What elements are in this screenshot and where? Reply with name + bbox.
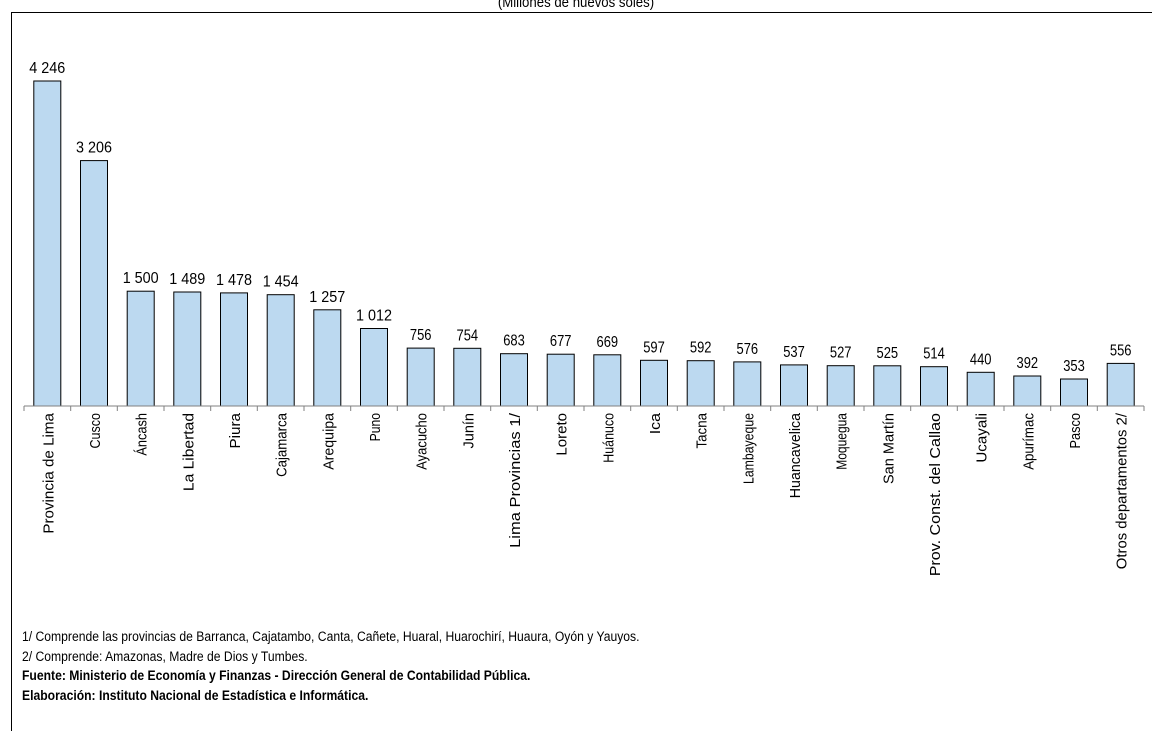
bar-chart: 4 246 Provincia de Lima 3 206 Cusco 1 500 Ánc… (23, 60, 1145, 576)
category-tick-label: Tacna (694, 412, 711, 448)
bar (826, 365, 855, 407)
bar (173, 291, 202, 407)
category-tick-label: Loreto (554, 413, 571, 456)
bar (546, 353, 575, 407)
bar (1060, 378, 1088, 407)
category-tick-label: Piura (227, 412, 244, 448)
category-tick-label: Provincia de Lima (40, 412, 57, 533)
data-label: 756 (410, 327, 432, 344)
data-label: 1 012 (356, 308, 392, 325)
data-label: 677 (550, 333, 572, 350)
bar (1106, 362, 1135, 407)
bar (453, 347, 482, 407)
data-label: 669 (597, 334, 619, 351)
category-tick-label: Ayacucho (414, 413, 431, 470)
bar (1013, 375, 1042, 407)
note-1: 1/ Comprende las provincias de Barranca,… (22, 629, 640, 644)
bar (80, 160, 108, 407)
bar (220, 292, 248, 407)
category-tick-label: Apurímac (1020, 413, 1037, 470)
category-tick-label: Otros departamentos 2/ (1114, 412, 1131, 569)
bar (966, 371, 995, 407)
chart-frame (11, 12, 1152, 731)
source-note: Fuente: Ministerio de Economía y Finanza… (22, 668, 531, 683)
category-tick-label: Arequipa (320, 412, 337, 469)
data-label: 556 (1110, 342, 1132, 359)
bar (733, 361, 762, 407)
bar (780, 364, 808, 407)
category-tick-label: Ica (647, 412, 664, 434)
data-label: 576 (737, 341, 759, 358)
bar (360, 328, 388, 407)
bar (313, 309, 342, 407)
note-2: 2/ Comprende: Amazonas, Madre de Dios y … (22, 648, 308, 664)
data-label: 1 454 (263, 274, 299, 291)
bar (266, 294, 295, 407)
elaboration-note: Elaboración: Instituto Nacional de Estad… (22, 687, 369, 703)
data-label: 1 257 (309, 289, 345, 306)
category-tick-label: Junín (460, 413, 477, 449)
category-tick-label: Huancavelica (787, 412, 804, 498)
data-label: 683 (503, 333, 525, 350)
data-label: 527 (830, 345, 852, 362)
bar (126, 290, 155, 407)
bar (500, 353, 528, 407)
data-label: 392 (1017, 355, 1039, 372)
category-tick-label: Áncash (134, 413, 151, 456)
category-tick-label: Lambayeque (740, 413, 757, 484)
chart-subtitle: (Millones de nuevos soles) (497, 0, 655, 11)
category-tick-label: Prov. Const. del Callao (927, 413, 944, 576)
category-tick-label: Lima Provincias 1/ (507, 412, 524, 548)
bar (33, 80, 62, 407)
data-label: 597 (643, 339, 665, 356)
data-label: 754 (457, 327, 479, 344)
data-label: 525 (877, 345, 899, 362)
category-tick-label: Pasco (1067, 413, 1084, 449)
category-tick-label: Cajamarca (274, 412, 291, 476)
data-label: 353 (1063, 358, 1085, 375)
data-label: 4 246 (29, 60, 65, 77)
bar (593, 354, 622, 407)
bar (406, 347, 435, 407)
data-label: 3 206 (76, 140, 112, 157)
category-tick-label: San Martín (880, 413, 897, 484)
bar (640, 359, 668, 407)
category-tick-label: Cusco (87, 413, 104, 449)
data-label: 514 (923, 346, 945, 363)
category-tick-label: Huánuco (600, 413, 617, 463)
data-label: 1 500 (123, 270, 159, 287)
bar (686, 360, 715, 407)
bar (873, 365, 902, 407)
chart-notes: 1/ Comprende las provincias de Barranca,… (22, 627, 708, 705)
data-label: 1 489 (169, 271, 205, 288)
category-tick-label: La Libertad (180, 413, 197, 491)
data-label: 440 (970, 351, 992, 368)
data-label: 1 478 (216, 272, 252, 289)
category-tick-label: Moquegua (834, 412, 851, 469)
category-tick-label: Puno (367, 413, 384, 441)
bar (920, 366, 948, 407)
category-tick-label: Ucayali (974, 413, 991, 463)
data-label: 537 (783, 344, 805, 361)
data-label: 592 (690, 340, 712, 357)
